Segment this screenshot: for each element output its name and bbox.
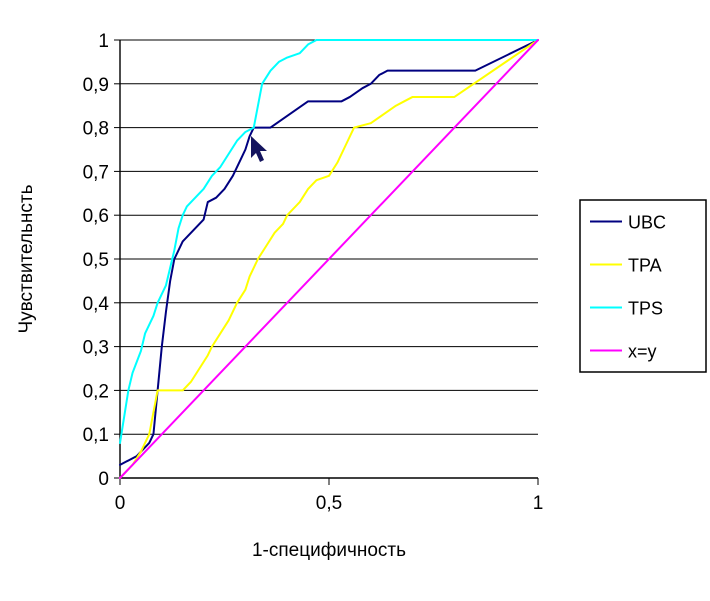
series-line-x=y bbox=[119, 39, 539, 479]
x-tick-labels: 0 0,5 1 bbox=[115, 493, 544, 514]
y-tick-label: 1 bbox=[98, 31, 109, 52]
y-tick-labels: 0 0,1 0,2 0,3 0,4 0,5 0,6 0,7 0,8 0,9 1 bbox=[83, 31, 110, 490]
mouse-cursor-icon bbox=[251, 136, 267, 162]
y-tick-label: 0,5 bbox=[83, 250, 109, 271]
series-line-ubc bbox=[119, 39, 539, 466]
y-tick-label: 0 bbox=[98, 469, 109, 490]
y-axis-title: Чувствительнсть bbox=[16, 184, 37, 333]
series-line-tpa bbox=[119, 39, 539, 479]
y-tick-label: 0,9 bbox=[83, 75, 109, 96]
x-tick-label: 0 bbox=[115, 493, 126, 514]
x-axis-title: 1-специфичность bbox=[252, 540, 406, 561]
y-tick-label: 0,3 bbox=[83, 338, 109, 359]
x-tick-label: 0,5 bbox=[316, 493, 342, 514]
series-lines bbox=[119, 39, 539, 479]
y-tick-label: 0,8 bbox=[83, 119, 109, 140]
x-tick-label: 1 bbox=[533, 493, 544, 514]
series-line-tps bbox=[119, 39, 539, 444]
legend-label: TPS bbox=[628, 299, 663, 319]
y-tick-label: 0,7 bbox=[83, 162, 109, 183]
legend-label: x=y bbox=[628, 342, 657, 362]
y-tick-label: 0,1 bbox=[83, 425, 109, 446]
y-tick-label: 0,4 bbox=[83, 294, 110, 315]
legend-box bbox=[579, 199, 707, 373]
legend-label: UBC bbox=[628, 213, 666, 233]
gridlines bbox=[114, 39, 539, 485]
legend: UBC TPA TPS x=y bbox=[579, 199, 707, 373]
axes bbox=[119, 40, 538, 479]
legend-label: TPA bbox=[628, 256, 662, 276]
y-tick-label: 0,6 bbox=[83, 206, 109, 227]
y-tick-label: 0,2 bbox=[83, 381, 109, 402]
